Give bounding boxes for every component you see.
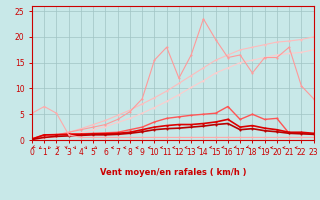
X-axis label: Vent moyen/en rafales ( km/h ): Vent moyen/en rafales ( km/h ) xyxy=(100,168,246,177)
